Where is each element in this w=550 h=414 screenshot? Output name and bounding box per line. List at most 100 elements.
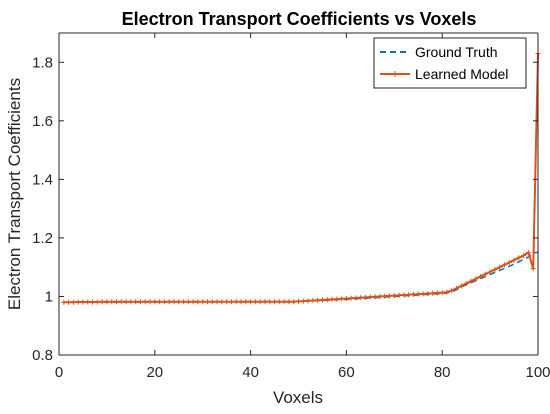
data-point — [66, 299, 72, 305]
data-point — [482, 271, 488, 277]
data-point — [90, 299, 96, 305]
data-point — [209, 299, 215, 305]
data-point — [473, 276, 479, 282]
data-point — [343, 296, 349, 302]
data-point — [334, 296, 340, 302]
data-point — [454, 285, 460, 291]
x-axis-label: Voxels — [273, 388, 323, 407]
data-point — [449, 288, 455, 294]
data-point — [147, 299, 153, 305]
data-point — [300, 298, 306, 304]
data-point — [363, 294, 369, 300]
x-ticks: 0 20 40 60 80 100 — [55, 33, 550, 381]
data-point — [497, 264, 503, 270]
data-point — [190, 299, 196, 305]
data-point — [185, 299, 191, 305]
data-point — [478, 274, 484, 280]
data-point — [310, 298, 316, 304]
y-tick-label: 1.6 — [32, 113, 53, 130]
data-point — [243, 299, 249, 305]
data-point — [401, 292, 407, 298]
legend-label-learned-model: Learned Model — [415, 66, 508, 82]
legend-box — [373, 37, 527, 89]
data-point — [396, 292, 402, 298]
data-point — [219, 299, 225, 305]
data-point — [506, 259, 512, 265]
data-point — [358, 295, 364, 301]
data-point — [137, 299, 143, 305]
x-tick-label: 60 — [338, 364, 355, 381]
data-point — [248, 299, 254, 305]
data-point — [525, 250, 531, 256]
data-point — [324, 297, 330, 303]
data-point — [200, 299, 206, 305]
chart-title: Electron Transport Coefficients vs Voxel… — [122, 9, 477, 29]
data-point — [367, 294, 373, 300]
data-point — [348, 295, 354, 301]
data-point — [142, 299, 148, 305]
y-axis-label: Electron Transport Coefficients — [5, 78, 24, 310]
x-tick-label: 100 — [525, 364, 550, 381]
data-point — [272, 299, 278, 305]
data-point — [516, 255, 522, 261]
data-point — [430, 290, 436, 296]
data-point — [238, 299, 244, 305]
y-tick-label: 1 — [45, 288, 53, 305]
data-point — [133, 299, 139, 305]
data-point — [157, 299, 163, 305]
data-point — [372, 294, 378, 300]
y-tick-label: 1.2 — [32, 230, 53, 247]
data-point — [233, 299, 239, 305]
data-point — [296, 298, 301, 304]
legend-marker-learned-model — [392, 71, 398, 77]
data-point — [80, 299, 86, 305]
data-point — [171, 299, 177, 305]
data-point — [204, 299, 210, 305]
data-point — [391, 293, 397, 299]
data-point — [214, 299, 220, 305]
data-point — [382, 293, 388, 299]
data-point — [291, 299, 297, 305]
data-point — [128, 299, 134, 305]
data-point — [377, 293, 383, 299]
data-point — [252, 299, 258, 305]
data-point — [118, 299, 124, 305]
data-point — [387, 293, 393, 299]
data-point — [109, 299, 115, 305]
data-point — [166, 299, 172, 305]
y-tick-label: 1.8 — [32, 54, 53, 71]
y-ticks: 0.8 1 1.2 1.4 1.6 1.8 — [32, 54, 538, 364]
legend: Ground Truth Learned Model — [373, 37, 527, 89]
data-point — [262, 299, 268, 305]
data-point — [415, 291, 421, 297]
data-point — [511, 257, 517, 263]
data-point — [276, 299, 282, 305]
data-point — [425, 291, 431, 297]
data-point — [94, 299, 100, 305]
data-point — [410, 291, 416, 297]
data-point — [161, 299, 167, 305]
data-point — [257, 299, 263, 305]
data-point — [444, 289, 450, 295]
data-point — [315, 297, 321, 303]
data-point — [406, 292, 412, 298]
data-point — [99, 299, 105, 305]
data-point — [75, 299, 81, 305]
data-point — [420, 291, 426, 297]
data-point — [305, 298, 311, 304]
x-tick-label: 80 — [434, 364, 451, 381]
data-point — [70, 299, 76, 305]
data-point — [85, 299, 91, 305]
data-point — [463, 281, 469, 287]
data-point — [521, 252, 527, 258]
data-point — [458, 283, 464, 289]
data-point — [104, 299, 110, 305]
y-tick-label: 0.8 — [32, 347, 53, 364]
data-point — [492, 267, 498, 273]
data-point — [530, 266, 536, 272]
data-point — [123, 299, 129, 305]
data-point — [286, 299, 292, 305]
data-point — [281, 299, 287, 305]
data-point — [176, 299, 182, 305]
